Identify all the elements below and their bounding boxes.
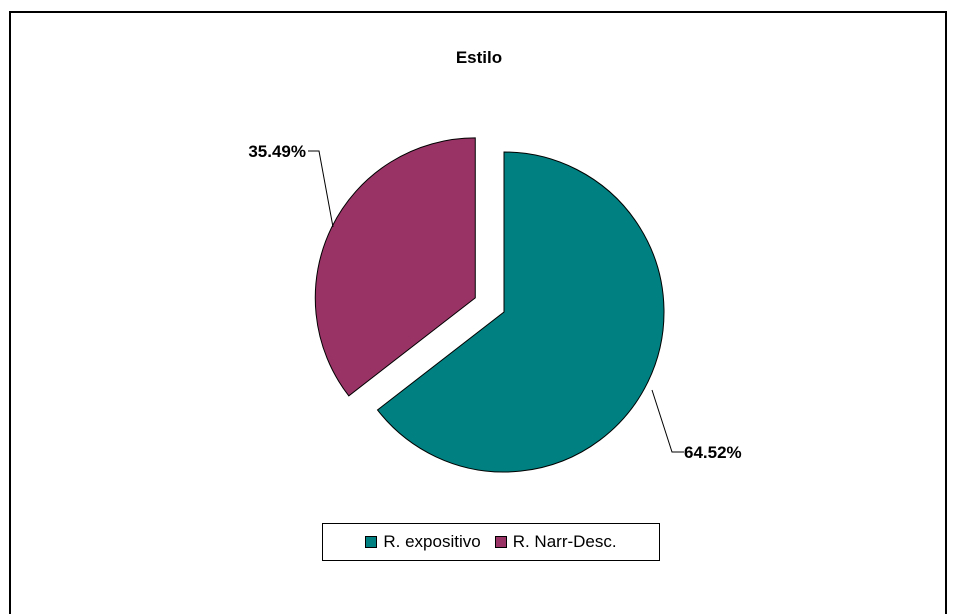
legend: R. expositivo R. Narr-Desc. — [322, 523, 660, 561]
chart-title: Estilo — [455, 48, 503, 67]
legend-swatch-narr-desc — [494, 536, 507, 548]
legend-item-narr-desc: R. Narr-Desc. — [494, 532, 617, 552]
slice-narr-desc — [314, 137, 476, 397]
legend-label-narr-desc: R. Narr-Desc. — [512, 532, 617, 551]
leader-line — [651, 389, 684, 453]
chart-frame — [9, 11, 947, 614]
data-label-narr-desc: 35.49% — [248, 142, 306, 161]
slice-expositivo — [376, 151, 665, 473]
data-label-expositivo: 64.52% — [684, 443, 742, 462]
leader-line — [308, 150, 334, 228]
legend-swatch-expositivo — [365, 536, 378, 548]
legend-label-expositivo: R. expositivo — [383, 532, 481, 551]
legend-item-expositivo: R. expositivo — [365, 532, 481, 552]
